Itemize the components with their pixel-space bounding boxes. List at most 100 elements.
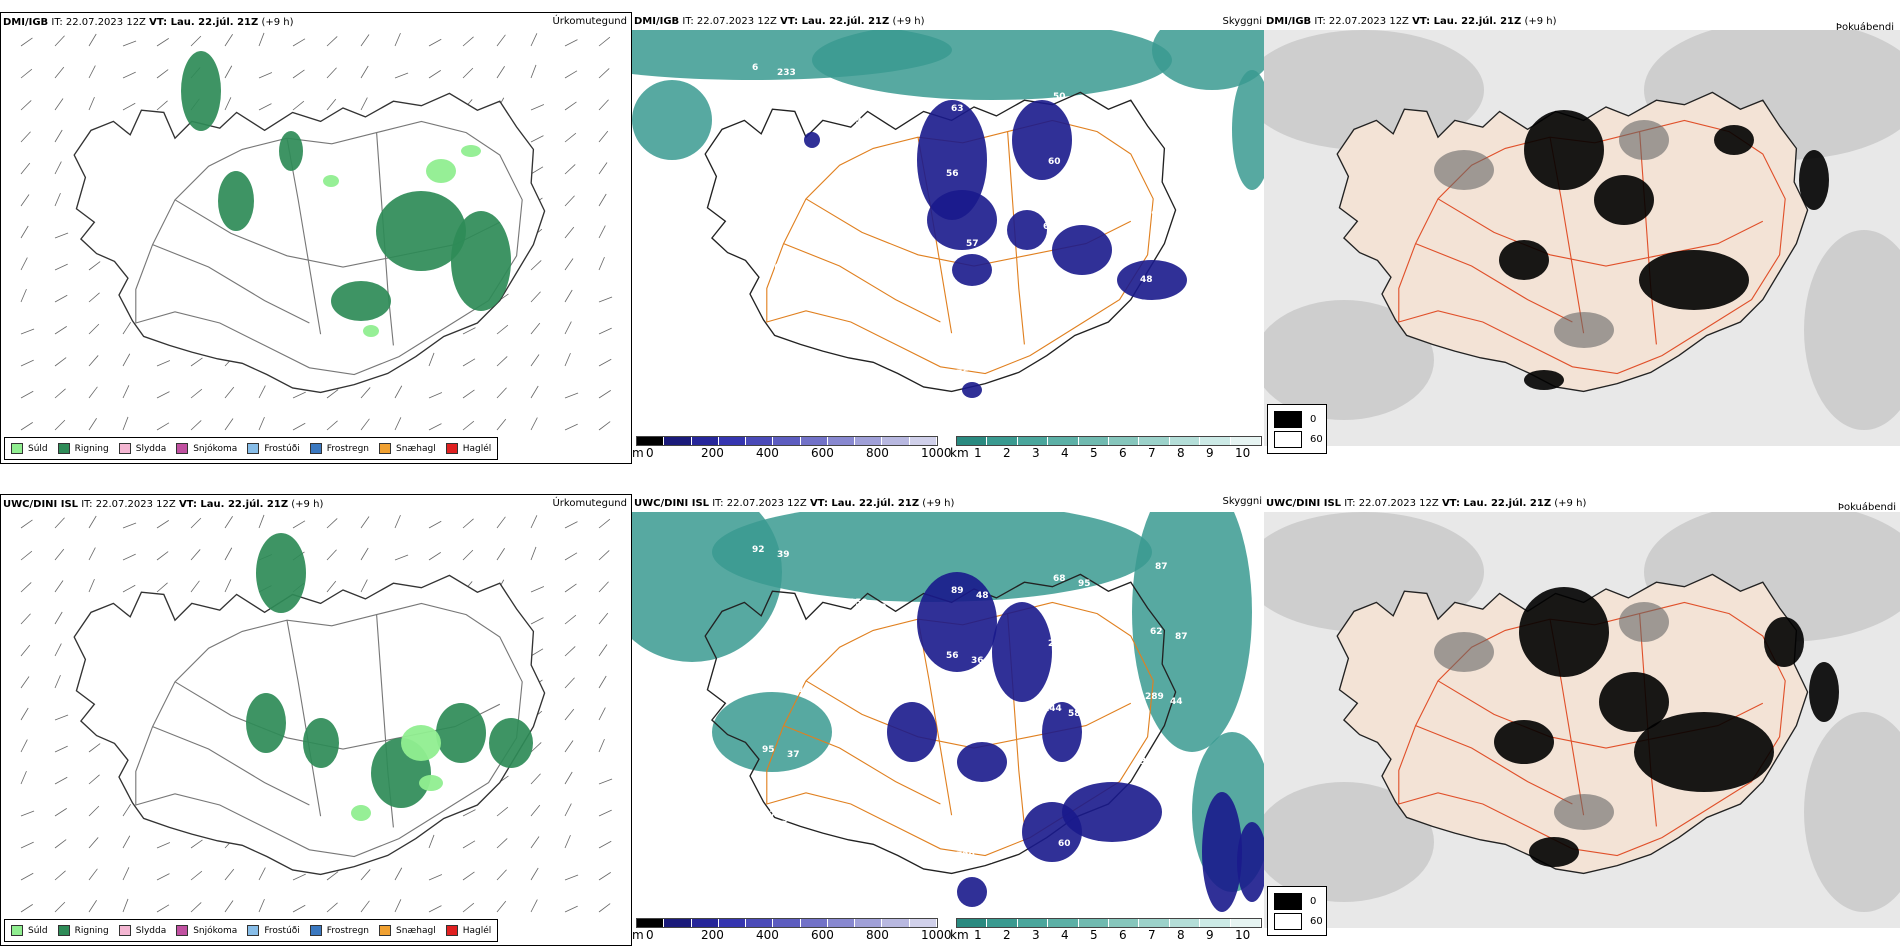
wind-barb [530, 804, 541, 817]
low-cloud [952, 254, 992, 286]
wind-barb [496, 356, 508, 367]
scale-color-cell [1017, 437, 1049, 445]
wind-barb [122, 522, 137, 529]
wind-barb [326, 580, 337, 593]
cloud-base-map: 6 89 56 61 48 53 59 63 60 59 170 83 76 50 59 45 40 84 43 42… [632, 30, 1264, 398]
legend-label: Súld [28, 925, 48, 936]
wind-barb [156, 520, 169, 529]
wind-barb [54, 161, 62, 175]
wind-barb [530, 773, 541, 785]
wind-barb [54, 66, 65, 79]
low-cloud [1052, 225, 1112, 275]
wind-barb [292, 38, 306, 47]
legend-item: Haglél [445, 443, 491, 454]
cloud-base-label: 87 [854, 863, 867, 873]
wind-barb [428, 874, 443, 881]
wind-barb [496, 34, 506, 47]
fog-dense-area [1499, 240, 1549, 280]
wind-barb [496, 66, 505, 79]
low-cloud [804, 132, 820, 148]
cloud-base-label: 720 [956, 851, 975, 861]
low-cloud [1117, 260, 1187, 300]
wind-barb [122, 102, 136, 111]
wind-barb [156, 873, 170, 881]
road [783, 243, 941, 323]
wind-barb [598, 68, 610, 79]
cloud-base-label: 298 [859, 798, 878, 808]
wind-barb [20, 390, 34, 399]
scale-color-cell [1200, 437, 1231, 445]
wind-barb [224, 868, 235, 881]
wind-barb [394, 385, 403, 399]
cloud-base-label: 74 [1063, 774, 1076, 784]
wind-barb [530, 104, 545, 111]
cloud-scale-meters-bar [636, 918, 938, 928]
rain-area [376, 191, 466, 271]
wind-barb [428, 70, 441, 79]
legend-swatch [309, 443, 322, 454]
wind-barb [326, 518, 338, 529]
wind-barb [564, 321, 572, 335]
wind-barb [20, 422, 33, 431]
wind-barb [326, 98, 337, 111]
wind-barb [598, 778, 613, 785]
cloud-base-label: 83 [859, 316, 872, 326]
iceland-outline [704, 573, 1177, 875]
wind-barb [190, 420, 202, 431]
scale-tick-label: 400 [756, 928, 779, 942]
fog-dense-area [1529, 837, 1579, 867]
wind-barb [54, 548, 65, 561]
wind-barb [20, 739, 28, 753]
panel-header: DMI/IGB IT: 22.07.2023 12Z VT: Lau. 22.j… [1266, 16, 1557, 27]
wind-barb [564, 195, 575, 207]
scale-color-cell [882, 437, 910, 445]
wind-barb [224, 547, 233, 561]
scale-color-cell [1048, 919, 1079, 927]
wind-barb [88, 515, 97, 529]
drizzle-area [351, 805, 371, 821]
road [152, 244, 310, 324]
fog-legend-swatch-black [1274, 411, 1302, 428]
wind-barb [224, 97, 232, 111]
cloud-base-label: 53 [869, 186, 882, 196]
wind-barb [224, 65, 233, 79]
scale-tick-label: 8 [1177, 446, 1185, 460]
road [783, 725, 941, 805]
wind-barb [88, 355, 99, 367]
cloud-base-label: 63 [951, 104, 964, 114]
precip-type-legend: Súld Rigning Slydda Snjókoma Frostúði Frostre… [4, 437, 499, 460]
wind-barb [190, 839, 203, 849]
wind-barb [496, 869, 507, 881]
wind-barb [20, 810, 35, 817]
wind-barb [564, 905, 578, 913]
scale-tick-label: 200 [701, 446, 724, 460]
legend-swatch [176, 443, 189, 454]
wind-barb [88, 868, 98, 881]
fog-haze [1264, 300, 1434, 420]
wind-barb [564, 132, 577, 143]
legend-swatch [57, 443, 70, 454]
wind-barb [462, 358, 476, 367]
legend-item: Snjókoma [176, 925, 237, 936]
fog-dense-area [1594, 175, 1654, 225]
wind-barb [326, 67, 337, 79]
wind-barb [88, 65, 96, 79]
wind-barb [54, 714, 69, 721]
wind-barb [496, 806, 509, 817]
cloud-base-label: 87 [1175, 632, 1188, 642]
scale-tick-label: 3 [1032, 446, 1040, 460]
scale-color-cell [827, 437, 856, 445]
fog-haze [1804, 230, 1900, 430]
road [1007, 131, 1025, 345]
wind-barb [496, 324, 509, 335]
wind-barb [428, 392, 443, 399]
cloud-base-label: 87 [879, 868, 892, 878]
wind-barb [462, 549, 474, 561]
wind-barb [428, 834, 435, 849]
wind-barb [428, 423, 442, 431]
wind-barb [122, 385, 130, 399]
wind-barb [88, 33, 97, 47]
legend-label: Snjókoma [193, 925, 238, 936]
fog-index-map [1264, 30, 1900, 446]
legend-label: Frostúði [264, 443, 300, 454]
